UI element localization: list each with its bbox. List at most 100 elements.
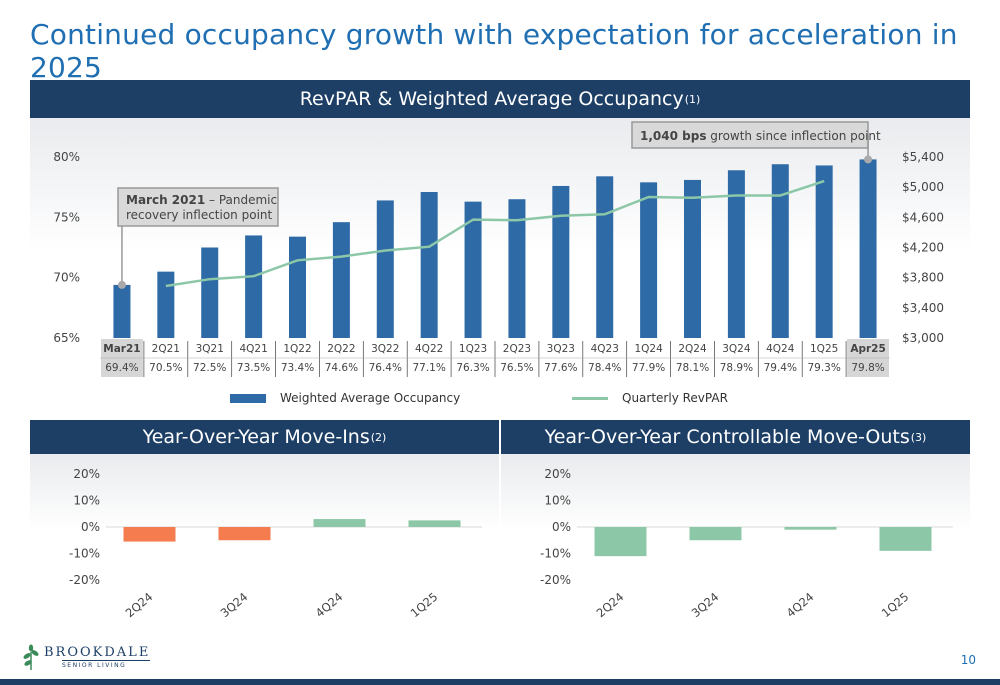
occupancy-bar [464,201,482,338]
y-tick-left: 65% [53,331,80,345]
category-label: 2Q24 [123,590,156,621]
category-label: 1Q22 [283,343,311,355]
occupancy-value-label: 76.3% [456,362,489,374]
y-tick: -10% [540,547,571,561]
yoy-bar [408,520,461,527]
category-label: 2Q23 [503,343,531,355]
revpar-occupancy-title: RevPAR & Weighted Average Occupancy [299,88,684,110]
legend-label-revpar: Quarterly RevPAR [622,391,728,405]
occupancy-value-label: 79.4% [764,362,797,374]
occupancy-bar [771,164,789,338]
yoy-bar [123,527,176,542]
occupancy-value-label: 73.4% [281,362,314,374]
category-label: 1Q25 [408,590,441,621]
brookdale-logo: BROOKDALE SENIOR LIVING [22,644,151,670]
y-tick-right: $4,200 [902,241,944,255]
y-tick: 0% [552,520,571,534]
occupancy-value-label: 74.6% [325,362,358,374]
occupancy-bar [376,200,394,338]
occupancy-bar [113,284,131,338]
occupancy-value-label: 79.8% [851,362,884,374]
yoy-bar [313,519,366,527]
y-tick-left: 75% [53,210,80,224]
category-label: 1Q25 [879,590,912,621]
category-label: 3Q24 [689,590,722,621]
page-number: 10 [960,653,976,667]
occupancy-value-label: 69.4% [105,362,138,374]
category-label: 1Q23 [459,343,487,355]
y-tick-right: $3,000 [902,331,944,345]
category-label: 4Q23 [591,343,619,355]
revpar-chart-background [30,118,970,414]
category-label: 2Q21 [152,343,180,355]
y-tick-right: $3,800 [902,271,944,285]
annotation-text: recovery inflection point [126,208,273,222]
category-label: 4Q24 [784,590,817,621]
yoy-bar [594,527,647,557]
occupancy-bar [420,191,438,338]
category-label: 4Q24 [766,343,795,355]
category-label: 3Q23 [547,343,575,355]
category-label: 2Q24 [678,343,707,355]
leaf-icon [23,644,39,670]
revpar-line [165,179,825,288]
occupancy-value-label: 79.3% [807,362,840,374]
y-tick-right: $3,400 [902,301,944,315]
occupancy-value-label: 77.1% [412,362,445,374]
move-outs-title: Year-Over-Year Controllable Move-Outs [544,426,910,448]
y-tick: 0% [81,520,100,534]
category-label: 4Q24 [313,590,346,621]
yoy-bar [689,527,742,541]
occupancy-bar [596,176,614,338]
move-ins-header: Year-Over-Year Move-Ins (2) [30,420,499,454]
occupancy-bar [332,222,350,338]
move-ins-title: Year-Over-Year Move-Ins [142,426,370,448]
occupancy-value-label: 78.9% [720,362,753,374]
occupancy-bar [727,170,745,338]
y-tick-right: $4,600 [902,210,944,224]
annotation-dot [864,155,873,164]
occupancy-value-label: 73.5% [237,362,270,374]
category-label: 3Q22 [371,343,399,355]
yoy-bar [879,527,932,551]
category-label: 1Q24 [634,343,663,355]
occupancy-bar [201,247,219,338]
y-tick: 10% [73,494,100,508]
occupancy-value-label: 78.1% [676,362,709,374]
occupancy-bar [289,236,306,338]
occupancy-value-label: 76.5% [500,362,533,374]
occupancy-value-label: 77.6% [544,362,577,374]
occupancy-bar [640,182,658,338]
y-tick-left: 80% [53,150,80,164]
y-tick: -20% [540,573,571,587]
occupancy-bar [859,159,877,338]
category-label: 4Q22 [415,343,443,355]
occupancy-bar [552,185,570,338]
yoy-bar [218,527,271,541]
category-label: 2Q22 [327,343,355,355]
category-label: 3Q24 [722,343,751,355]
annotation-dot [117,280,126,289]
legend-swatch-revpar [572,396,608,400]
occupancy-bar [157,271,175,338]
category-label: 4Q21 [239,343,267,355]
footnote-1: (1) [684,92,701,106]
footnote-2: (2) [370,430,387,444]
occupancy-bar [508,199,526,338]
occupancy-value-label: 70.5% [149,362,182,374]
revpar-occupancy-header: RevPAR & Weighted Average Occupancy (1) [30,80,970,118]
legend-label-occupancy: Weighted Average Occupancy [280,391,461,405]
y-tick: 20% [544,467,571,481]
y-tick-right: $5,400 [902,150,944,164]
annotation-box [117,187,279,227]
move-outs-header: Year-Over-Year Controllable Move-Outs (3) [501,420,970,454]
y-tick-left: 70% [53,271,80,285]
category-label: 3Q24 [218,590,251,621]
y-tick-right: $5,000 [902,180,944,194]
y-tick: 20% [73,467,100,481]
occupancy-bar [815,165,833,338]
yoy-bar [784,527,837,530]
category-label: 2Q24 [594,590,627,621]
category-label: Mar21 [103,343,140,355]
